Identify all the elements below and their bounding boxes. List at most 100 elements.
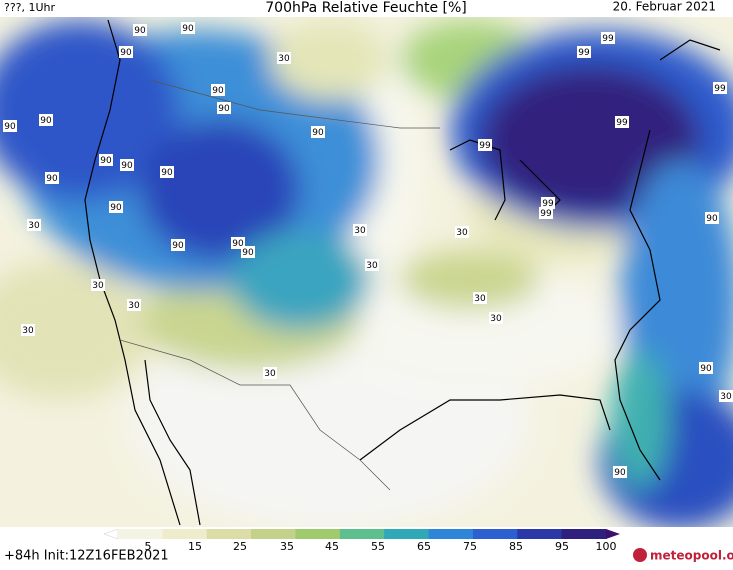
- colorbar-segment: [384, 529, 430, 539]
- label-box: [21, 324, 35, 336]
- label-box: [478, 139, 492, 151]
- contour-label: 99: [714, 84, 726, 94]
- label-box: [541, 197, 555, 209]
- label-box: [277, 52, 291, 64]
- label-box: [489, 312, 503, 324]
- colorbar-segment: [517, 529, 563, 539]
- colorbar-end: [606, 529, 620, 539]
- colorbar-tick: 95: [555, 540, 569, 553]
- contour-label: 30: [264, 369, 276, 379]
- label-box: [353, 224, 367, 236]
- contour-label: 30: [278, 54, 290, 64]
- logo: meteopool.org: [650, 549, 733, 563]
- colorbar-segment: [428, 529, 474, 539]
- contour-label: 90: [100, 156, 112, 166]
- contour-label: 90: [40, 116, 52, 126]
- contour-label: 90: [172, 241, 184, 251]
- contour-label: 99: [542, 199, 554, 209]
- label-box: [705, 212, 719, 224]
- contour-label: 90: [218, 104, 230, 114]
- contour-label: 90: [312, 128, 324, 138]
- label-box: [601, 32, 615, 44]
- colorbar-tick: 55: [371, 540, 385, 553]
- label-box: [311, 126, 325, 138]
- label-box: [133, 24, 147, 36]
- label-box: [91, 279, 105, 291]
- contour-label: 30: [474, 294, 486, 304]
- contour-label: 90: [700, 364, 712, 374]
- contour-labels: 90 90 90 90 90 90 30 90 90 90 90 90 90 90 90 90 90 30 30 30…: [3, 22, 733, 478]
- label-box: [615, 116, 629, 128]
- colorbar-segment: [118, 529, 163, 539]
- label-box: [539, 207, 553, 219]
- contour-label: 90: [182, 24, 194, 34]
- contour-label: 30: [28, 221, 40, 231]
- header-bar: [0, 0, 733, 17]
- label-box: [127, 299, 141, 311]
- label-box: [577, 46, 591, 58]
- label-box: [713, 82, 727, 94]
- contour-label: 30: [128, 301, 140, 311]
- label-box: [181, 22, 195, 34]
- contour-label: 90: [161, 168, 173, 178]
- contour-label: 99: [540, 209, 552, 219]
- contour-label: 90: [110, 203, 122, 213]
- contour-label: 90: [121, 161, 133, 171]
- label-box: [120, 159, 134, 171]
- contour-label: 90: [706, 214, 718, 224]
- run-time: ???, 1Uhr: [4, 1, 56, 14]
- label-box: [365, 259, 379, 271]
- contour-label: 99: [578, 48, 590, 58]
- init-info: +84h Init:12Z16FEB2021: [4, 549, 169, 564]
- label-box: [455, 226, 469, 238]
- contour-label: 90: [232, 239, 244, 249]
- contour-label: 99: [616, 118, 628, 128]
- label-box: [217, 102, 231, 114]
- contour-label: 99: [479, 141, 491, 151]
- contour-label: 99: [602, 34, 614, 44]
- label-box: [27, 219, 41, 231]
- contour-label: 30: [366, 261, 378, 271]
- contour-label: 30: [22, 326, 34, 336]
- colorbar-start: [103, 528, 119, 540]
- contour-label: 30: [354, 226, 366, 236]
- humidity-field: [0, 17, 733, 527]
- colorbar-segment: [295, 529, 341, 539]
- colorbar-tick: 75: [463, 540, 477, 553]
- colorbar-tick: 100: [596, 540, 617, 553]
- contour-label: 90: [4, 122, 16, 132]
- colorbar-tick: 65: [417, 540, 431, 553]
- borders: [119, 79, 440, 491]
- contour-label: 90: [46, 174, 58, 184]
- label-box: [613, 466, 627, 478]
- label-box: [473, 292, 487, 304]
- colorbar-segment: [561, 529, 607, 539]
- contour-label: 90: [614, 468, 626, 478]
- colorbar-tick: 5: [145, 540, 152, 553]
- label-box: [171, 239, 185, 251]
- contour-label: 90: [120, 48, 132, 58]
- colorbar-tick: 45: [325, 540, 339, 553]
- colorbar-segment: [251, 529, 296, 539]
- contour-label: 30: [490, 314, 502, 324]
- colorbar-segment: [162, 529, 208, 539]
- contour-label: 30: [720, 392, 732, 402]
- colorbar-segment: [472, 529, 518, 539]
- colorbar-tick: 15: [188, 540, 202, 553]
- contour-label: 90: [134, 26, 146, 36]
- label-box: [263, 367, 277, 379]
- label-box: [39, 114, 53, 126]
- colorbar-tick: 85: [509, 540, 523, 553]
- colorbar-segment: [206, 529, 252, 539]
- valid-date: 20. Februar 2021: [613, 0, 716, 14]
- label-box: [719, 390, 733, 402]
- label-box: [3, 120, 17, 132]
- contour-label: 90: [212, 86, 224, 96]
- logo-icon: [633, 548, 647, 562]
- label-box: [699, 362, 713, 374]
- label-box: [119, 46, 133, 58]
- colorbar-segment: [339, 529, 385, 539]
- colorbar-tick: 25: [233, 540, 247, 553]
- label-box: [241, 246, 255, 258]
